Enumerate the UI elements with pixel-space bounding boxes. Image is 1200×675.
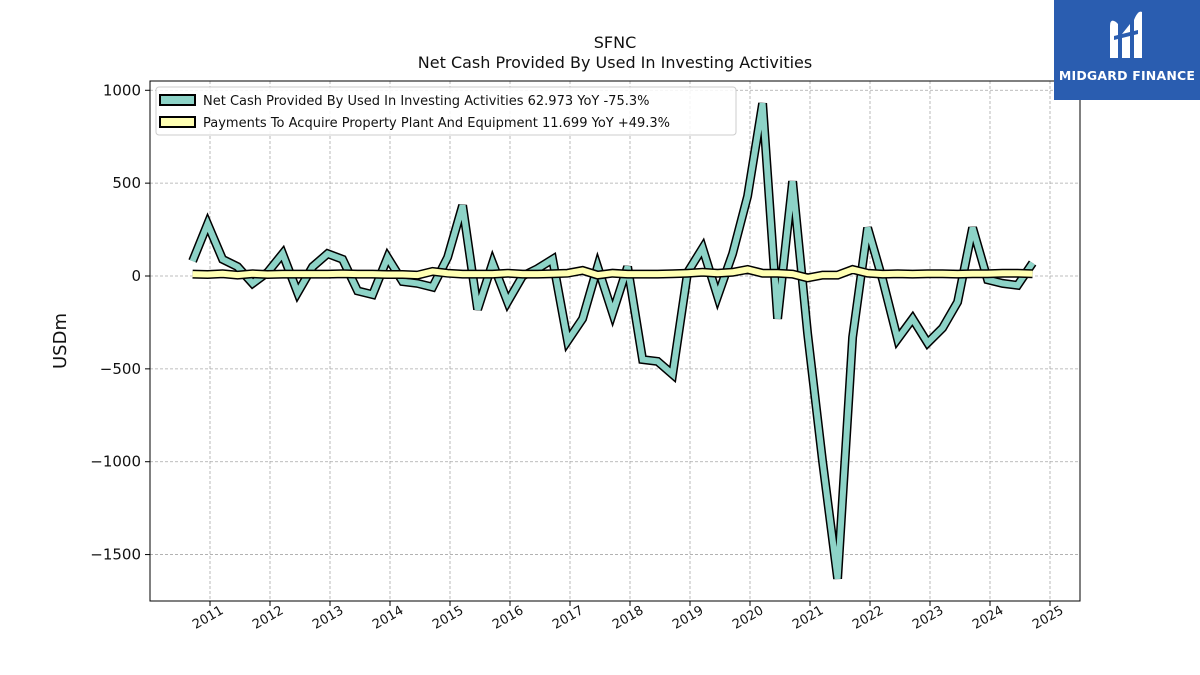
x-tick-label: 2020 [730, 603, 766, 633]
plot-frame [149, 80, 1081, 602]
chart-title-metric: Net Cash Provided By Used In Investing A… [417, 53, 813, 72]
legend-label-1: Net Cash Provided By Used In Investing A… [203, 94, 649, 109]
x-tick-label: 2023 [910, 603, 946, 633]
y-tick-label: −500 [100, 360, 141, 378]
series-line-1 [189, 102, 1036, 580]
y-axis-label: USDm [50, 313, 71, 369]
y-tick-label: 1000 [103, 81, 141, 99]
legend-label-2: Payments To Acquire Property Plant And E… [203, 116, 670, 131]
x-tick-label: 2024 [970, 603, 1006, 633]
x-tick-label: 2021 [790, 603, 826, 633]
legend-box [155, 86, 737, 136]
x-tick-label: 2011 [190, 603, 226, 633]
x-tick-label: 2022 [850, 603, 886, 633]
x-tick-label: 2012 [250, 603, 286, 633]
y-tick-label: −1500 [90, 546, 141, 564]
y-tick-label: 500 [112, 174, 141, 192]
legend-swatch-1 [159, 94, 196, 106]
midgard-m-icon [1110, 11, 1142, 59]
legend: Net Cash Provided By Used In Investing A… [155, 86, 737, 136]
x-tick-label: 2013 [310, 603, 346, 633]
legend-swatch-2 [159, 116, 196, 128]
x-tick-label: 2025 [1030, 603, 1066, 633]
logo-text: MIDGARD FINANCE [1058, 68, 1196, 83]
x-tick-label: 2019 [670, 603, 706, 633]
x-tick-label: 2018 [610, 603, 646, 633]
x-tick-label: 2016 [490, 603, 526, 633]
grid-lines [150, 81, 1080, 601]
x-tick-label: 2015 [430, 603, 466, 633]
series-outline-1 [188, 102, 1037, 580]
x-tick-label: 2014 [370, 603, 406, 633]
y-tick-label: 0 [131, 267, 141, 285]
x-tick-label: 2017 [550, 603, 586, 633]
chart-title-ticker: SFNC [593, 33, 637, 52]
axes: 2011 2012 2013 2014 2015 2016 2017 2018 2019 2020… [90, 81, 1066, 632]
series-lines [188, 102, 1037, 580]
series-line-2 [192, 266, 1033, 281]
brand-logo: MIDGARD FINANCE [1054, 0, 1200, 100]
y-tick-label: −1000 [90, 453, 141, 471]
